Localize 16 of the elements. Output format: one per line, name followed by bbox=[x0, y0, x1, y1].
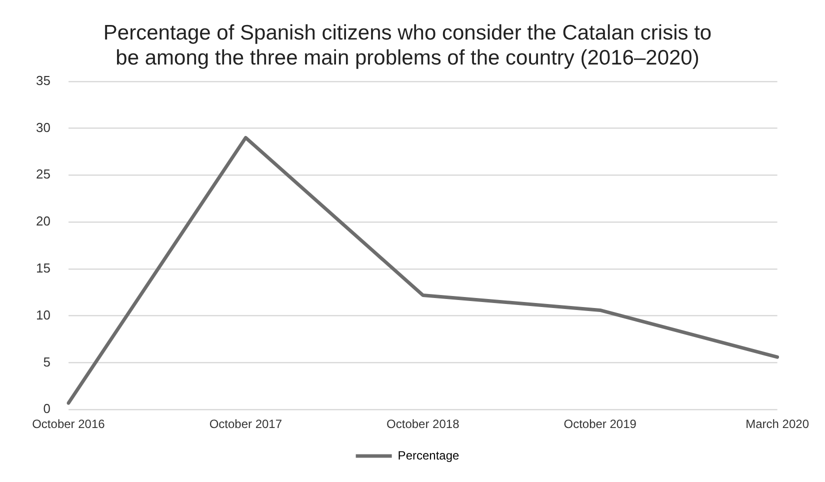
text: Percentage of Spanish citizens who consider the Catalan crisis to bbox=[103, 21, 712, 44]
x-tick-label: March 2020 bbox=[746, 417, 810, 432]
y-tick-label: 15 bbox=[36, 260, 50, 276]
y-tick-label: 20 bbox=[36, 214, 50, 229]
x-tick-label: October 2016 bbox=[32, 417, 106, 432]
y-tick-label: 10 bbox=[36, 307, 50, 322]
y-tick-label: 5 bbox=[43, 354, 50, 370]
text: be among the three main problems of the country (2016–2020) bbox=[116, 46, 700, 70]
y-tick-label: 0 bbox=[43, 401, 50, 416]
x-tick-label: October 2018 bbox=[386, 417, 460, 432]
y-tick-label: 25 bbox=[36, 166, 50, 182]
legend-label: Percentage bbox=[398, 448, 460, 462]
y-tick-label: 30 bbox=[36, 120, 50, 135]
x-tick-label: October 2019 bbox=[564, 417, 637, 432]
y-tick-label: 35 bbox=[36, 72, 50, 88]
x-tick-label: October 2017 bbox=[209, 417, 282, 432]
